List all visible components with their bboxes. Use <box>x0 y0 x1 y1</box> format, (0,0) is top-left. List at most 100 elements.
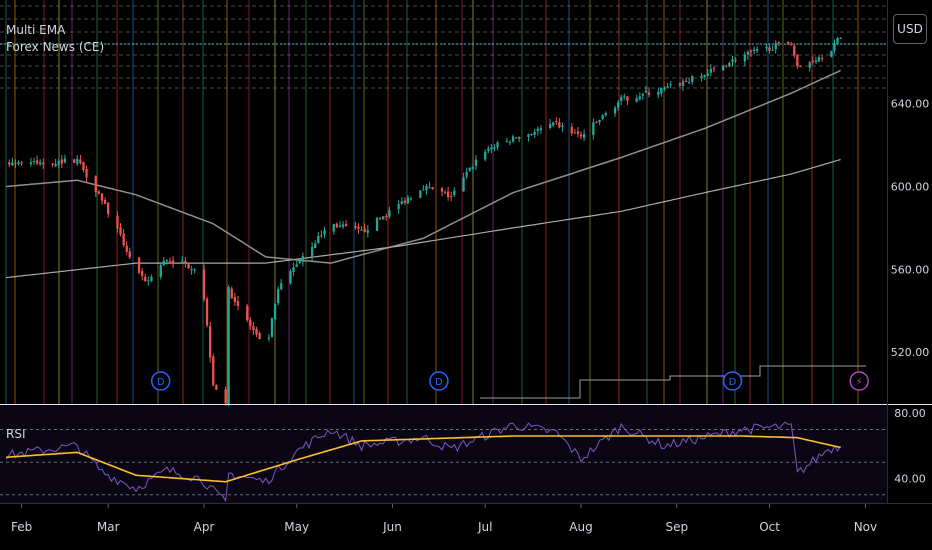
candle-up <box>11 162 14 166</box>
rsi-line <box>5 421 842 503</box>
forex-news-legend[interactable]: Forex News (CE) <box>6 40 105 54</box>
candle-up <box>280 283 283 289</box>
candle-up <box>400 201 403 204</box>
candle-up <box>54 164 57 166</box>
candle-down <box>576 131 580 134</box>
candle-up <box>839 38 842 40</box>
candle-up <box>465 171 468 177</box>
candle-down <box>233 297 236 303</box>
candle-up <box>583 134 586 138</box>
candle-up <box>490 147 493 150</box>
candle-down <box>249 320 252 327</box>
candle-up <box>505 140 508 142</box>
price-tick-label: 560.00 <box>891 263 930 276</box>
candle-up <box>468 167 471 171</box>
candle-down <box>357 226 360 229</box>
candle-up <box>604 113 607 116</box>
candle-up <box>484 151 487 160</box>
candle-up <box>706 73 709 77</box>
candle-up <box>830 51 833 57</box>
candle-up <box>366 230 369 233</box>
candle-up <box>836 38 839 45</box>
candle-up <box>638 96 641 100</box>
ema-short-line <box>6 69 841 264</box>
candle-down <box>141 271 144 276</box>
candle-up <box>382 216 385 220</box>
candle-down <box>97 191 100 194</box>
candle-up <box>422 189 425 191</box>
rsi-pane <box>0 405 887 503</box>
candle-down <box>209 326 212 358</box>
candle-down <box>450 196 453 198</box>
range-step-line <box>480 365 866 399</box>
candle-up <box>536 128 539 131</box>
candle-up <box>301 256 304 262</box>
candle-down <box>73 159 76 163</box>
candle-up <box>474 159 478 166</box>
news-event-glyph: D <box>729 377 737 388</box>
candle-up <box>32 161 36 162</box>
candle-down <box>107 202 110 215</box>
candle-down <box>215 385 218 390</box>
rsi-tick-label: 40.00 <box>894 473 926 486</box>
candle-down <box>125 245 128 252</box>
candle-down <box>8 162 11 165</box>
ema-long-line <box>6 158 841 279</box>
candle-up <box>644 91 648 93</box>
candle-down <box>94 176 97 192</box>
candle-up <box>613 107 617 114</box>
candle-up <box>162 260 165 266</box>
candle-up <box>295 264 298 267</box>
rsi-signal-line <box>6 435 841 483</box>
candle-up <box>29 162 32 165</box>
candle-up <box>323 230 326 235</box>
price-tick-label: 600.00 <box>891 181 930 194</box>
candle-up <box>341 224 345 227</box>
rsi-label[interactable]: RSI <box>6 427 26 441</box>
candle-down <box>447 191 450 198</box>
time-tick-label: May <box>284 520 309 534</box>
candle-down <box>820 58 824 59</box>
candle-up <box>332 224 335 232</box>
candle-down <box>144 276 147 282</box>
candle-up <box>728 63 731 66</box>
candle-up <box>709 68 712 73</box>
candle-up <box>409 198 413 200</box>
candle-down <box>224 389 227 404</box>
indicator-legend: Multi EMA Forex News (CE) <box>6 22 104 56</box>
time-tick-label: Jun <box>382 520 402 534</box>
candle-up <box>273 303 277 320</box>
rsi-tick-label: 80.00 <box>894 407 926 420</box>
candle-up <box>428 186 431 188</box>
news-event-glyph: D <box>435 377 443 388</box>
candle-up <box>530 134 533 135</box>
multi-ema-legend[interactable]: Multi EMA <box>6 23 66 37</box>
candle-down <box>777 41 780 43</box>
candle-down <box>626 96 629 101</box>
candle-down <box>320 235 323 237</box>
candle-up <box>552 122 555 126</box>
candle-down <box>230 288 233 299</box>
candle-down <box>555 121 558 123</box>
candle-up <box>314 243 317 249</box>
candle-up <box>814 60 818 63</box>
candle-up <box>193 269 196 271</box>
candle-down <box>734 59 737 61</box>
news-event-marker <box>429 371 449 391</box>
candle-up <box>159 265 162 277</box>
candle-down <box>345 224 348 227</box>
news-event-glyph: D <box>157 377 165 388</box>
time-tick-label: Oct <box>759 520 780 534</box>
candle-down <box>171 260 175 264</box>
candle-up <box>703 75 706 77</box>
candle-up <box>39 162 42 165</box>
candle-down <box>168 261 172 262</box>
candle-up <box>561 125 564 127</box>
candle-down <box>443 192 447 194</box>
candle-down <box>379 217 382 219</box>
currency-button[interactable]: USD <box>893 14 927 44</box>
candle-down <box>647 92 651 95</box>
price-tick-label: 640.00 <box>891 98 930 111</box>
candle-up <box>620 97 623 101</box>
